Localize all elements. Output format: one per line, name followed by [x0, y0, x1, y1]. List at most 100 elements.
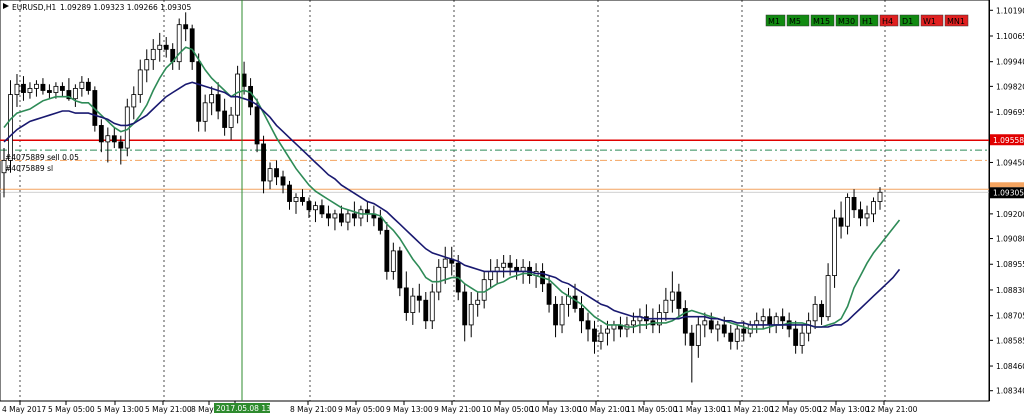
candle-body-bull [157, 44, 163, 50]
timeframe-button-m30[interactable]: M30 [835, 14, 859, 27]
candle [274, 160, 279, 186]
candle [689, 324, 695, 383]
candle-body-bear [767, 316, 773, 326]
timeframe-button-mn1[interactable]: MN1 [944, 14, 969, 27]
timeframe-button-label: MN1 [947, 17, 965, 26]
timeframe-button-bg [920, 14, 944, 27]
candle-body-bull [806, 320, 812, 334]
candle-body-bull [631, 320, 636, 326]
candle-body-bull [1, 159, 7, 174]
candle [423, 292, 429, 330]
candle-body-bear [708, 320, 714, 330]
timeframe-button-bg [835, 14, 859, 27]
time-tick-label: 5 May 05:00 [48, 405, 95, 414]
candle [215, 82, 221, 120]
timeframe-button-h4[interactable]: H4 [879, 14, 899, 27]
candle-body-bull [468, 303, 474, 326]
candle-body-bear [682, 308, 688, 334]
candle [150, 39, 156, 70]
candle-body-bear [728, 332, 734, 342]
candle-body-bull [313, 205, 318, 211]
candle [377, 209, 383, 235]
ask-price-badge [990, 182, 1024, 188]
candle [157, 32, 163, 62]
symbol-label: EURUSD,H1 [12, 3, 56, 12]
candle-body-bull [812, 303, 818, 322]
axes: 1.10190 1.10065 1.09940 1.09820 1.09695 1.094… [2, 6, 1024, 414]
chart-menu-icon[interactable] [3, 3, 9, 9]
candle-body-bear [546, 283, 552, 305]
current-price-label: 1.09305 [993, 188, 1024, 197]
candle-body-bull [27, 88, 33, 93]
candle-body-bull [734, 328, 740, 342]
time-tick-label: 12 May 13:00 [818, 405, 870, 414]
timeframe-button-label: M30 [838, 17, 855, 26]
timeframe-button-bg [765, 14, 786, 27]
candle-body-bear [351, 213, 357, 219]
timeframe-button-label: M5 [789, 17, 801, 26]
candle [416, 283, 422, 313]
candle-body-bull [442, 258, 448, 268]
candle-body-bull [695, 324, 701, 346]
candle-body-bull [475, 299, 481, 305]
candle [254, 98, 260, 153]
candle-body-bull [131, 94, 137, 108]
candle [728, 324, 734, 350]
candle-body-bear [553, 303, 558, 326]
candle-body-bull [34, 83, 39, 89]
timeframe-button-m15[interactable]: M15 [810, 14, 835, 27]
candle [851, 189, 857, 218]
candle-body-bull [773, 316, 779, 326]
candle-body-bear [66, 90, 72, 100]
time-tick-label: 10 May 05:00 [482, 405, 534, 414]
timeframe-button-m1[interactable]: M1 [765, 14, 786, 27]
candle [34, 80, 39, 97]
timeframe-button-m5[interactable]: M5 [786, 14, 810, 27]
timeframe-button-bg [810, 14, 835, 27]
candle-body-bull [79, 81, 85, 89]
candle-body-bull [871, 201, 876, 215]
candle-body-bull [72, 88, 78, 100]
candle [845, 193, 850, 235]
timeframe-button-bg [786, 14, 810, 27]
price-tick-label: 1.08585 [996, 336, 1024, 345]
chart-header: EURUSD,H1 1.09289 1.09323 1.09266 1.0930… [3, 3, 191, 12]
price-tick-label: 1.09695 [996, 108, 1024, 117]
candle-body-bear [851, 197, 857, 211]
candle-body-bull [605, 328, 610, 334]
candle-body-bear [163, 44, 169, 50]
candle [864, 205, 870, 227]
plot-area[interactable] [0, 0, 990, 402]
price-tick-label: 1.09080 [996, 235, 1024, 244]
time-tick-label: 9 May 13:00 [386, 405, 433, 414]
candle [682, 300, 688, 346]
time-tick-label: 8 May [191, 405, 214, 414]
timeframe-button-h1[interactable]: H1 [859, 14, 879, 27]
candle [559, 296, 565, 334]
candle-body-bear [261, 143, 266, 182]
time-tick-label: 8 May 21:00 [290, 405, 337, 414]
candle [144, 49, 150, 83]
candle-body-bear [319, 205, 325, 215]
candle-body-bull [228, 114, 234, 128]
timeframe-button-label: H4 [882, 17, 893, 26]
candle [306, 197, 312, 218]
price-tick-label: 1.08705 [996, 312, 1024, 321]
candle-body-bull [799, 332, 805, 346]
candle [326, 205, 331, 227]
ohlc-label: 1.09289 1.09323 1.09266 1.09305 [60, 3, 191, 12]
candle [79, 76, 85, 97]
timeframe-button-label: M15 [813, 17, 830, 26]
candle-body-bull [235, 73, 241, 116]
candle [339, 205, 344, 227]
time-tick-label: 9 May 05:00 [338, 405, 385, 414]
candle-body-bear [241, 73, 247, 87]
timeframe-button-w1[interactable]: W1 [920, 14, 944, 27]
candle [313, 201, 318, 223]
timeframe-button-d1[interactable]: D1 [899, 14, 920, 27]
candle [202, 94, 208, 132]
time-tick-label: 5 May 13:00 [97, 405, 144, 414]
candle [553, 296, 558, 338]
candles [1, 12, 883, 383]
